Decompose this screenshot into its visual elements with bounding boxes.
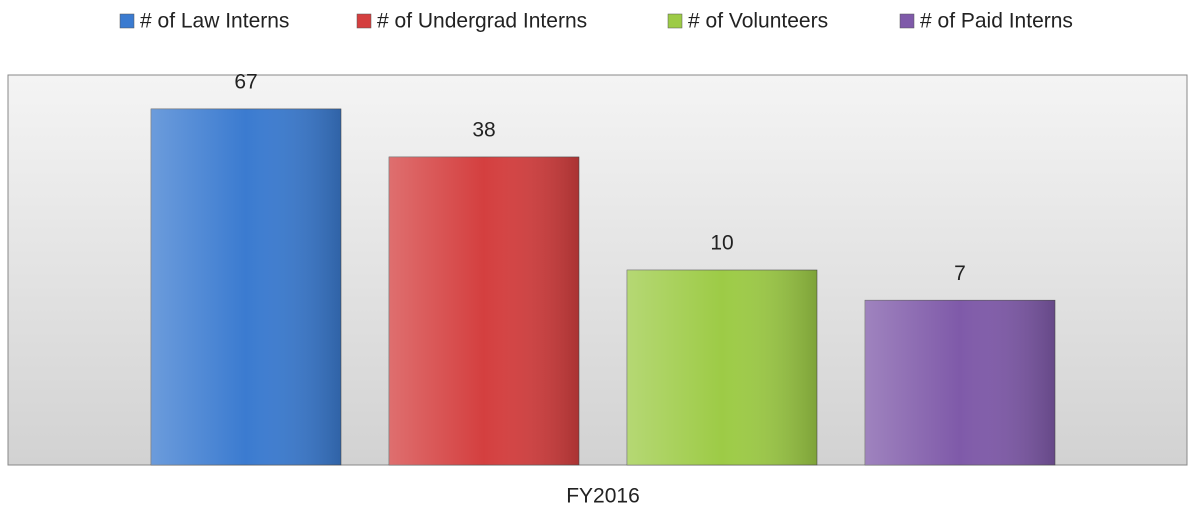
legend-swatch bbox=[667, 13, 683, 29]
legend-label: # of Volunteers bbox=[688, 10, 828, 33]
legend-label: # of Undergrad Interns bbox=[377, 10, 587, 33]
data-label: 7 bbox=[954, 262, 966, 285]
data-label: 10 bbox=[710, 232, 733, 255]
legend-swatch bbox=[356, 13, 372, 29]
data-label: 67 bbox=[234, 70, 257, 93]
bar-shade bbox=[865, 300, 1055, 465]
bar-shade bbox=[627, 270, 817, 465]
legend-swatch bbox=[899, 13, 915, 29]
data-label: 38 bbox=[472, 118, 495, 141]
legend-label: # of Law Interns bbox=[140, 10, 289, 33]
x-tick-label: FY2016 bbox=[566, 485, 640, 508]
bar-shade bbox=[389, 156, 579, 465]
legend-swatch bbox=[119, 13, 135, 29]
legend-label: # of Paid Interns bbox=[920, 10, 1073, 33]
bar-shade bbox=[151, 108, 341, 466]
